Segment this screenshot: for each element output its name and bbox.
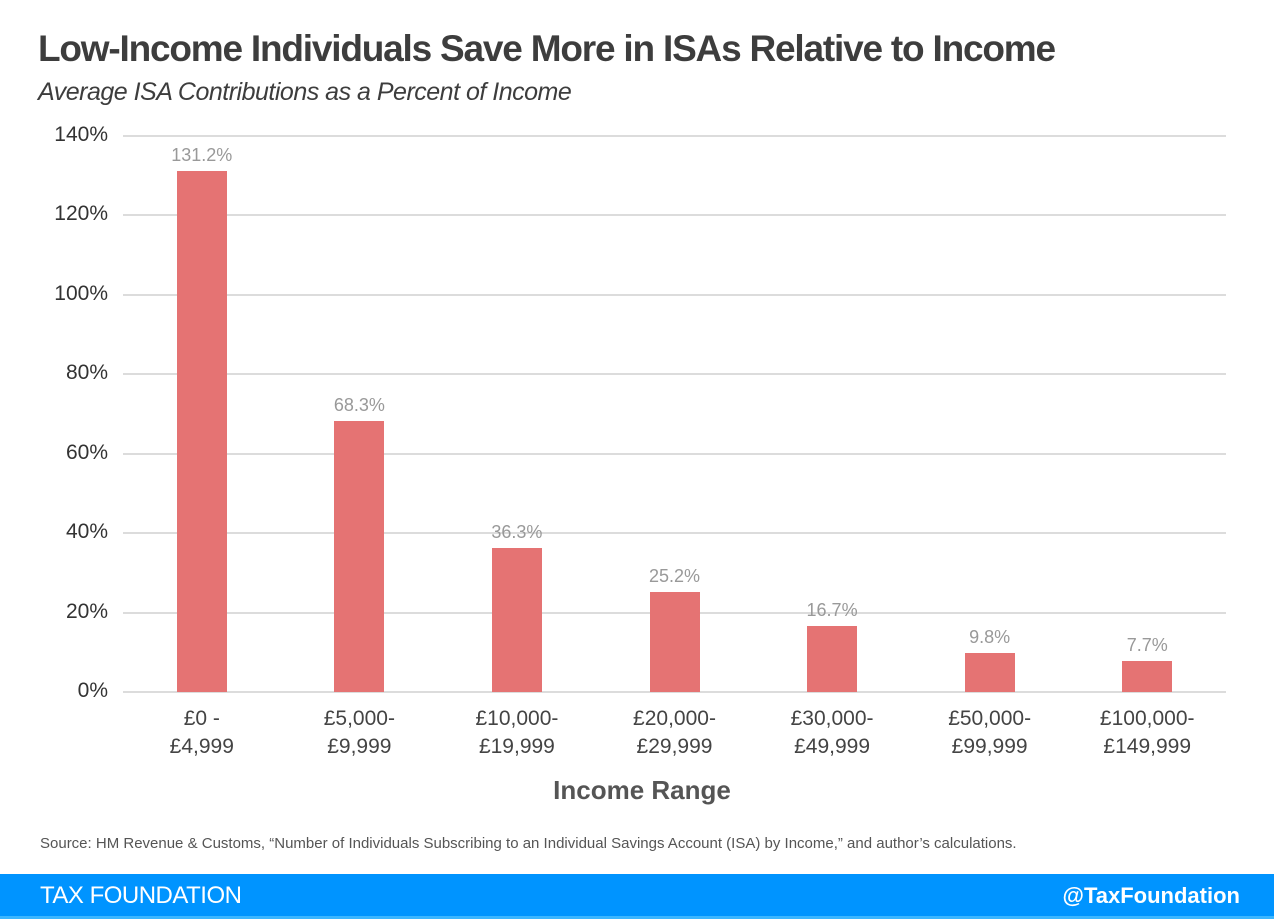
gridline: [123, 135, 1226, 137]
twitter-handle: @TaxFoundation: [1062, 883, 1240, 908]
chart-subtitle: Average ISA Contributions as a Percent o…: [38, 78, 572, 106]
data-label: 7.7%: [1126, 635, 1168, 656]
y-tick-label: 60%: [65, 440, 108, 464]
bar[interactable]: [964, 653, 1015, 692]
x-tick-line: £100,000-: [1099, 707, 1195, 730]
x-tick-line: £29,999: [636, 735, 713, 758]
x-tick-line: £0 -: [183, 707, 220, 730]
x-tick-label: £5,000- £9,999: [284, 705, 434, 761]
y-tick-label: 0%: [77, 679, 108, 702]
x-tick-line: £19,999: [478, 735, 555, 758]
bar[interactable]: [334, 420, 385, 692]
y-tick-label: 120%: [54, 202, 108, 226]
data-label: 9.8%: [969, 627, 1011, 648]
x-tick-label: £0 - £4,999: [127, 705, 277, 761]
x-axis-title: Income Range: [553, 775, 731, 805]
chart-title: Low-Income Individuals Save More in ISAs…: [38, 28, 1056, 69]
x-tick-line: £5,000-: [323, 707, 395, 730]
x-tick-line: £20,000-: [633, 707, 716, 730]
bar[interactable]: [1122, 661, 1173, 692]
data-label: 25.2%: [648, 565, 701, 586]
y-tick-label: 20%: [65, 599, 108, 623]
x-tick-label: £100,000- £149,999: [1072, 705, 1222, 761]
gridline: [123, 293, 1226, 296]
bar[interactable]: [491, 547, 542, 692]
x-tick-line: £99,999: [951, 735, 1028, 758]
bar[interactable]: [649, 591, 700, 692]
y-tick-label: 80%: [65, 361, 108, 385]
data-label: 131.2%: [171, 144, 233, 165]
x-tick-line: £30,000-: [790, 707, 874, 730]
x-tick-label: £30,000- £49,999: [757, 705, 907, 761]
x-tick-line: £49,999: [794, 735, 871, 758]
gridline: [123, 532, 1226, 535]
x-tick-label: £20,000- £29,999: [600, 705, 750, 761]
x-tick-line: £50,000-: [948, 707, 1032, 730]
source-note: Source: HM Revenue & Customs, “Number of…: [40, 835, 1017, 852]
gridline: [123, 452, 1226, 455]
bar[interactable]: [176, 170, 227, 692]
y-tick-label: 40%: [65, 520, 108, 544]
footer-bar: TAX FOUNDATION @TaxFoundation: [0, 874, 1274, 919]
data-label: 16.7%: [806, 599, 858, 620]
data-label: 68.3%: [333, 394, 385, 415]
x-tick-line: £4,999: [169, 735, 234, 758]
gridline: [123, 691, 1226, 693]
bar[interactable]: [807, 625, 858, 692]
gridline: [123, 373, 1226, 376]
gridline: [123, 214, 1226, 217]
brand-logo-text: TAX FOUNDATION: [40, 882, 242, 909]
x-tick-label: £10,000- £19,999: [442, 705, 592, 761]
y-tick-label: 100%: [54, 281, 108, 305]
x-tick-line: £10,000-: [475, 707, 559, 730]
x-tick-line: £149,999: [1103, 735, 1191, 758]
x-tick-line: £9,999: [327, 735, 392, 758]
data-label: 36.3%: [491, 521, 543, 542]
x-tick-label: £50,000- £99,999: [915, 705, 1065, 761]
y-tick-label: 140%: [54, 123, 108, 146]
